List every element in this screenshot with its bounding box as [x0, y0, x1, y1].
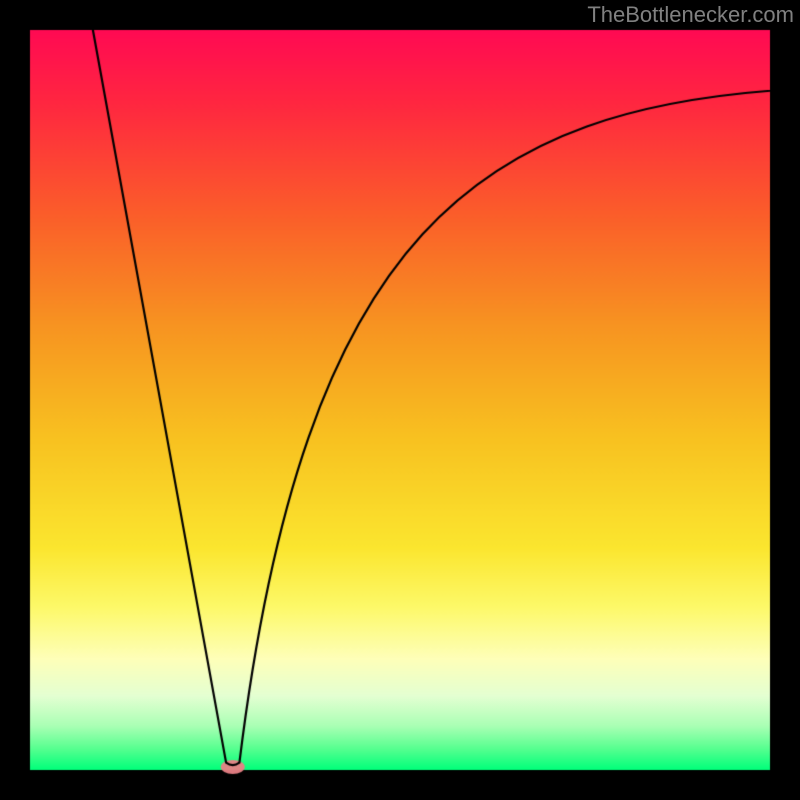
- chart-canvas: [0, 0, 800, 800]
- bottleneck-chart: TheBottlenecker.com: [0, 0, 800, 800]
- attribution-text: TheBottlenecker.com: [587, 0, 800, 28]
